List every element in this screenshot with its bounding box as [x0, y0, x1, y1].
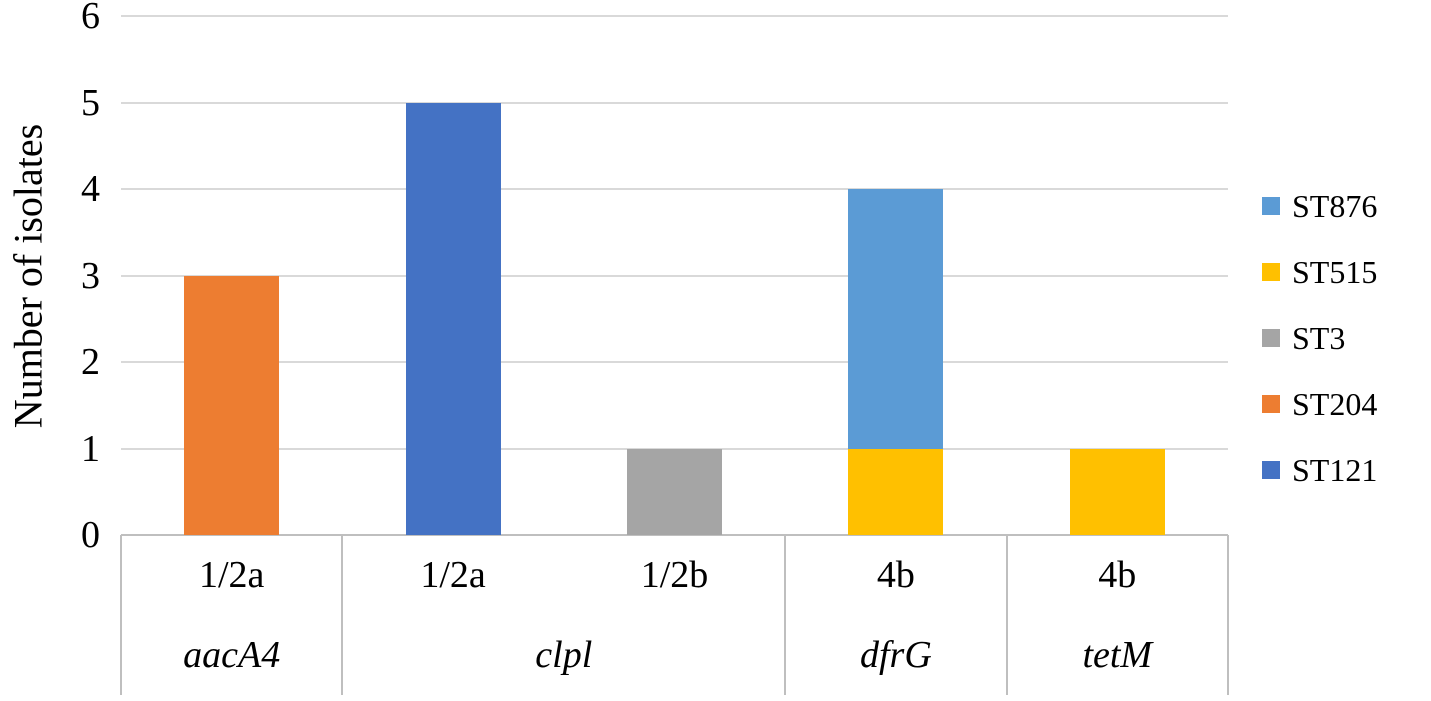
bar-segment-dfrG-4b-ST515 [848, 448, 944, 535]
plot-area [121, 15, 1228, 536]
serotype-row: 1/2a 1/2a 1/2b 4b 4b [121, 535, 1228, 615]
category-group-separator [1005, 535, 1008, 695]
bar-segment-tetM-4b-ST515 [1069, 448, 1165, 535]
legend-item-ST121: ST121 [1262, 450, 1377, 490]
gene-row: aacA4 clpl dfrG tetM [121, 615, 1228, 695]
serotype-label: 4b [1098, 554, 1137, 596]
serotype-label: 1/2a [420, 554, 486, 596]
legend-item-ST204: ST204 [1262, 384, 1377, 424]
gene-label: tetM [1082, 634, 1153, 676]
gene-label: dfrG [859, 634, 932, 676]
legend-item-ST876: ST876 [1262, 186, 1377, 226]
bar-segment-aacA4-1/2a-ST204 [184, 275, 280, 535]
gridline [121, 15, 1228, 17]
category-group-separator [784, 535, 787, 695]
legend-swatch [1262, 329, 1280, 347]
gridline [121, 361, 1228, 363]
legend-label: ST3 [1292, 320, 1346, 356]
legend-swatch [1262, 461, 1280, 479]
legend-label: ST121 [1292, 452, 1378, 488]
category-group-separator [1227, 535, 1229, 695]
bar-segment-dfrG-4b-ST876 [848, 189, 944, 449]
legend-label: ST876 [1292, 188, 1378, 224]
y-tick-label: 6 [81, 0, 100, 37]
legend-label: ST515 [1292, 254, 1378, 290]
gridline [121, 101, 1228, 104]
bar-segment-clpl-1/2b-ST3 [627, 448, 722, 535]
gridline [121, 274, 1228, 277]
serotype-label: 1/2b [640, 554, 709, 596]
gene-label: clpl [535, 634, 593, 676]
serotype-label: 4b [876, 554, 915, 596]
y-tick-label: 3 [81, 254, 100, 297]
category-group-separator [120, 535, 122, 695]
legend-swatch [1262, 395, 1280, 413]
category-axis: 1/2a 1/2a 1/2b 4b 4b aacA4 clpl dfrG tetM [120, 535, 1229, 695]
gridline [121, 188, 1228, 190]
y-tick-label: 2 [81, 341, 100, 383]
y-tick-label: 0 [81, 514, 100, 556]
legend: ST876 ST515 ST3 ST204 ST121 [1262, 186, 1377, 490]
category-group-separator [341, 535, 344, 695]
y-tick-label: 5 [81, 81, 100, 124]
legend-label: ST204 [1292, 386, 1378, 422]
legend-item-ST3: ST3 [1262, 318, 1377, 358]
y-tick-label: 1 [81, 427, 100, 470]
y-tick-label: 4 [81, 168, 100, 210]
bar-segment-clpl-1/2a-ST121 [405, 102, 501, 535]
gene-label: aacA4 [183, 634, 281, 676]
legend-item-ST515: ST515 [1262, 252, 1377, 292]
serotype-label: 1/2a [198, 554, 265, 596]
legend-swatch [1262, 197, 1280, 215]
x-axis-line [121, 534, 1228, 536]
y-axis-ticks: 0 1 2 3 4 5 6 [0, 0, 100, 554]
legend-swatch [1262, 263, 1280, 281]
